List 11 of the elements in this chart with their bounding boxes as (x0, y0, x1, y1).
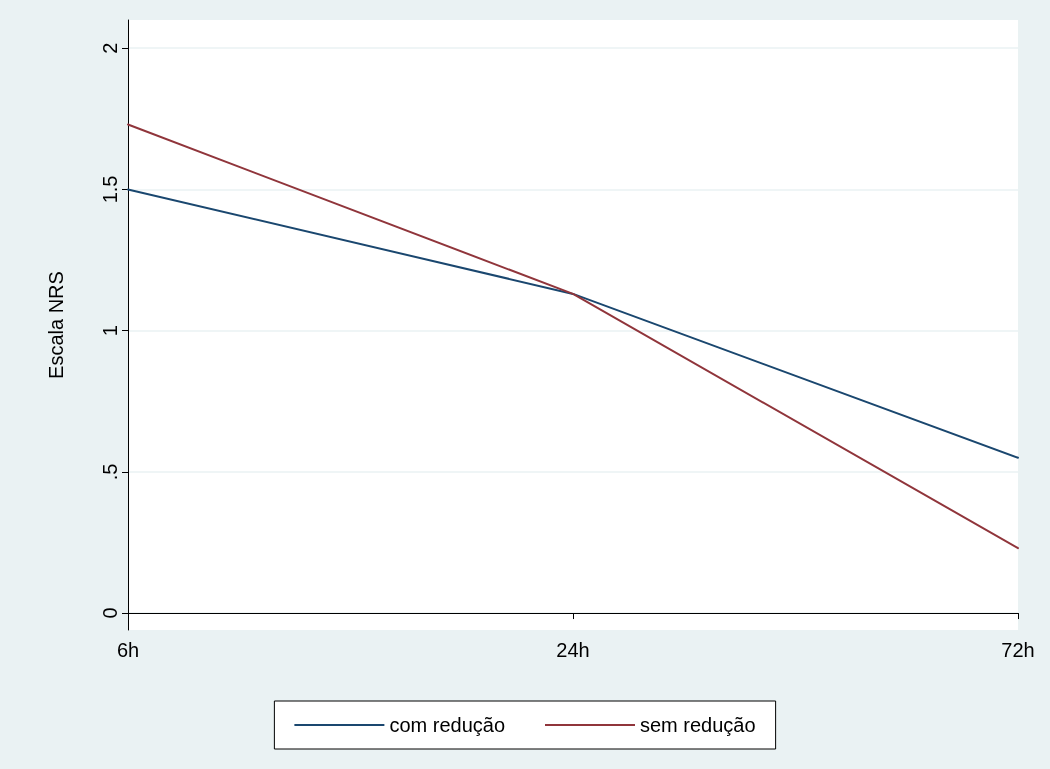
y-axis-title: Escala NRS (45, 271, 67, 379)
y-tick-label: 0 (99, 607, 121, 619)
x-tick-label: 6h (116, 639, 140, 661)
legend-label: com redução (389, 714, 506, 736)
x-tick-label: 24h (556, 639, 590, 661)
y-tick-label: 1 (99, 325, 121, 337)
legend-label: sem redução (640, 714, 756, 736)
y-tick-label: 1.5 (99, 175, 121, 204)
x-tick-label: 72h (1001, 639, 1035, 661)
y-tick-label: .5 (99, 463, 121, 481)
y-tick-label: 2 (99, 42, 121, 54)
